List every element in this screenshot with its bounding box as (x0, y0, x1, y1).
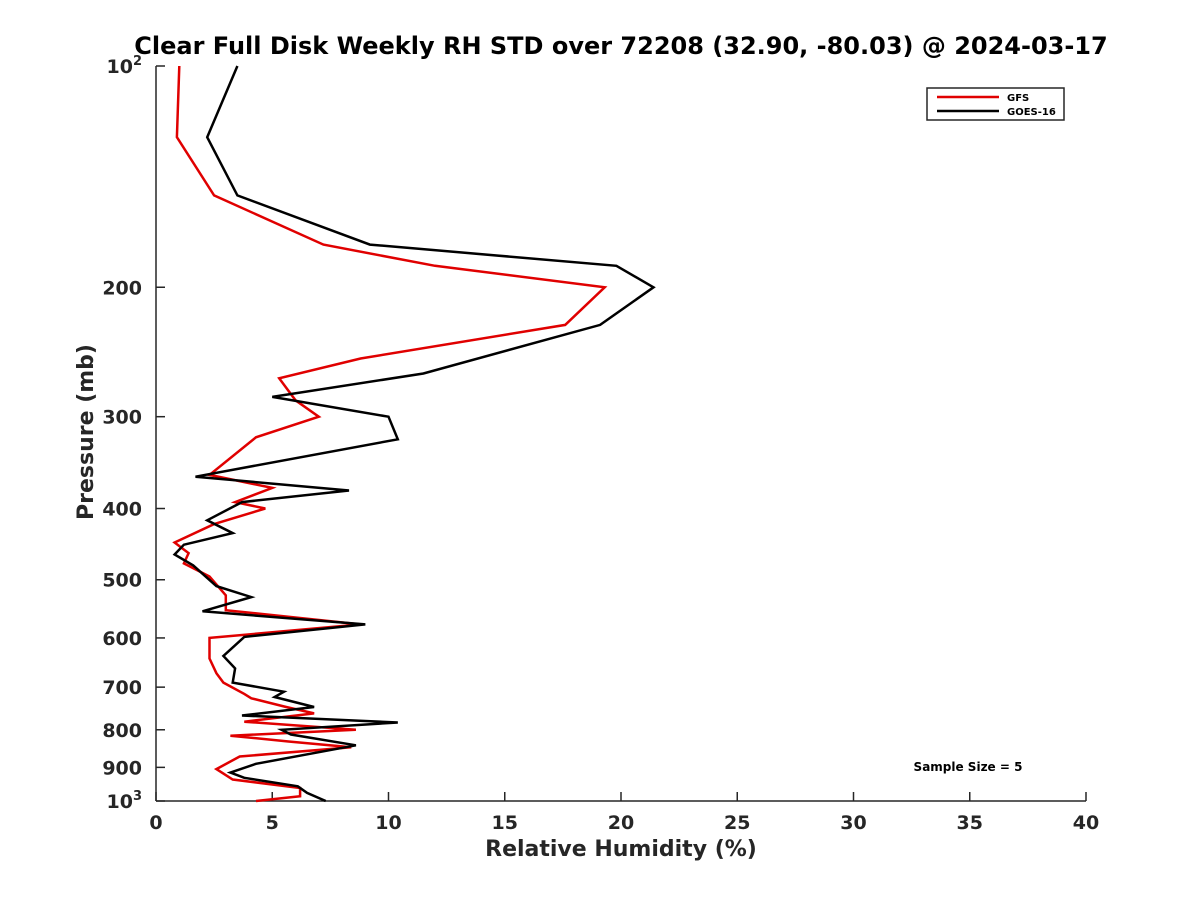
chart-title: Clear Full Disk Weekly RH STD over 72208… (134, 32, 1107, 60)
y-tick-label: 300 (102, 407, 142, 429)
legend: GFS GOES-16 (926, 87, 1065, 121)
x-tick-label: 20 (608, 812, 634, 834)
x-tick-label: 5 (266, 812, 279, 834)
y-axis-label: Pressure (mb) (74, 344, 99, 520)
sample-size-annotation: Sample Size = 5 (914, 760, 1023, 774)
y-tick-label: 400 (102, 499, 142, 521)
legend-box (926, 87, 1065, 121)
x-tick-label: 0 (149, 812, 162, 834)
x-tick-label: 35 (957, 812, 983, 834)
legend-entry: GOES-16 (1007, 107, 1056, 118)
y-tick-label: 900 (102, 757, 142, 779)
x-tick-label: 15 (492, 812, 518, 834)
y-tick-label: 103 (107, 789, 143, 813)
y-tick-label: 200 (102, 277, 142, 299)
y-tick-label: 500 (102, 570, 142, 592)
y-tick-label: 700 (102, 677, 142, 699)
plot-area: 0 5 10 15 20 25 30 35 40 200 300 400 500 600 700 800 900… (102, 54, 1099, 834)
y-tick-label: 800 (102, 720, 142, 742)
x-tick-label: 10 (375, 812, 401, 834)
x-axis-label: Relative Humidity (%) (485, 837, 757, 862)
y-tick-label: 600 (102, 628, 142, 650)
x-tick-label: 40 (1073, 812, 1099, 834)
series-line-goes-16 (172, 65, 656, 803)
x-tick-label: 25 (724, 812, 750, 834)
y-tick-label: 102 (107, 54, 143, 78)
x-tick-label: 30 (840, 812, 866, 834)
legend-entry: GFS (1007, 93, 1029, 104)
series-line-gfs (172, 65, 608, 803)
